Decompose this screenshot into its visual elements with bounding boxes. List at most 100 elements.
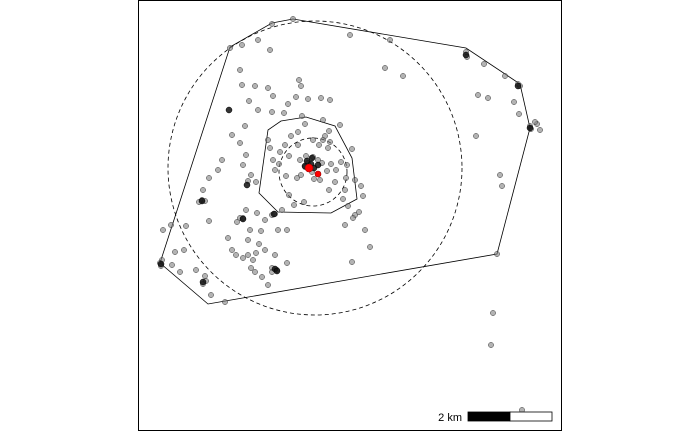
location-point xyxy=(316,142,322,148)
location-point xyxy=(181,247,187,253)
location-point xyxy=(340,196,346,202)
location-point xyxy=(253,250,259,256)
location-point xyxy=(253,179,259,185)
location-point xyxy=(345,203,351,209)
location-point xyxy=(367,244,373,250)
location-point xyxy=(298,83,304,89)
location-point xyxy=(311,176,317,182)
location-point xyxy=(258,228,264,234)
location-point xyxy=(275,227,281,233)
location-point xyxy=(502,73,508,79)
location-point xyxy=(272,252,278,258)
location-point xyxy=(206,175,212,181)
location-point xyxy=(485,95,491,101)
location-point-cluster xyxy=(314,161,322,169)
location-point xyxy=(248,172,254,178)
location-point xyxy=(326,187,332,193)
location-point-cluster xyxy=(526,124,534,132)
location-point xyxy=(255,37,261,43)
location-points xyxy=(157,16,543,413)
location-point xyxy=(193,267,199,273)
location-point xyxy=(269,109,275,115)
location-point xyxy=(262,217,268,223)
location-point xyxy=(291,202,297,208)
location-point xyxy=(247,227,253,233)
location-point xyxy=(317,177,323,183)
location-point xyxy=(200,187,206,193)
location-point xyxy=(233,252,239,258)
location-point-cluster xyxy=(462,51,470,59)
location-point xyxy=(490,310,496,316)
location-point xyxy=(250,257,256,263)
location-point xyxy=(276,161,282,167)
inner-hull-polygon xyxy=(258,116,358,214)
location-point xyxy=(222,299,228,305)
map-frame xyxy=(138,0,562,431)
location-point xyxy=(302,121,308,127)
location-point xyxy=(299,113,305,119)
location-point xyxy=(325,145,331,151)
location-point xyxy=(245,252,251,258)
location-point xyxy=(234,219,240,225)
location-point xyxy=(532,119,538,125)
location-point xyxy=(283,173,289,179)
location-point xyxy=(297,157,303,163)
location-point xyxy=(243,152,249,158)
location-point xyxy=(400,73,406,79)
location-point xyxy=(256,241,262,247)
location-point xyxy=(327,139,333,145)
location-point xyxy=(265,282,271,288)
location-point xyxy=(286,192,292,198)
location-point xyxy=(265,137,271,143)
location-point xyxy=(239,42,245,48)
location-point xyxy=(320,137,326,143)
location-point xyxy=(327,97,333,103)
home-range-hulls xyxy=(159,18,531,305)
location-point xyxy=(326,128,332,134)
location-point-cluster xyxy=(243,181,251,189)
location-point xyxy=(488,342,494,348)
location-point xyxy=(344,162,350,168)
location-point xyxy=(516,111,522,117)
scalebar-label: 2 km xyxy=(438,412,462,424)
location-point xyxy=(229,247,235,253)
location-point xyxy=(286,153,292,159)
location-point-cluster xyxy=(303,157,311,165)
location-point-cluster xyxy=(157,260,165,268)
location-point xyxy=(246,98,252,104)
location-point xyxy=(295,129,301,135)
location-point xyxy=(252,83,258,89)
location-point xyxy=(293,94,299,100)
location-point xyxy=(288,133,294,139)
location-point xyxy=(303,153,309,159)
location-point xyxy=(240,162,246,168)
location-point xyxy=(318,95,324,101)
location-point xyxy=(290,16,296,22)
location-point xyxy=(301,199,307,205)
location-point xyxy=(324,168,330,174)
location-point xyxy=(356,209,362,215)
centroid-point xyxy=(304,163,314,173)
location-point xyxy=(352,177,358,183)
location-point xyxy=(202,273,208,279)
location-point xyxy=(284,227,290,233)
location-point xyxy=(347,32,353,38)
location-point xyxy=(342,222,348,228)
location-point xyxy=(277,149,283,155)
location-point xyxy=(239,82,245,88)
location-point xyxy=(262,247,268,253)
location-point xyxy=(219,157,225,163)
location-point-cluster xyxy=(514,82,522,90)
location-point-cluster xyxy=(198,197,206,205)
location-point xyxy=(282,142,288,148)
centroid-point xyxy=(314,170,322,178)
location-point xyxy=(382,65,388,71)
location-point xyxy=(349,146,355,152)
location-point xyxy=(285,101,291,107)
location-point xyxy=(259,274,265,280)
location-point xyxy=(272,167,278,173)
location-point xyxy=(255,107,261,113)
location-point xyxy=(362,227,368,233)
location-point xyxy=(177,269,183,275)
